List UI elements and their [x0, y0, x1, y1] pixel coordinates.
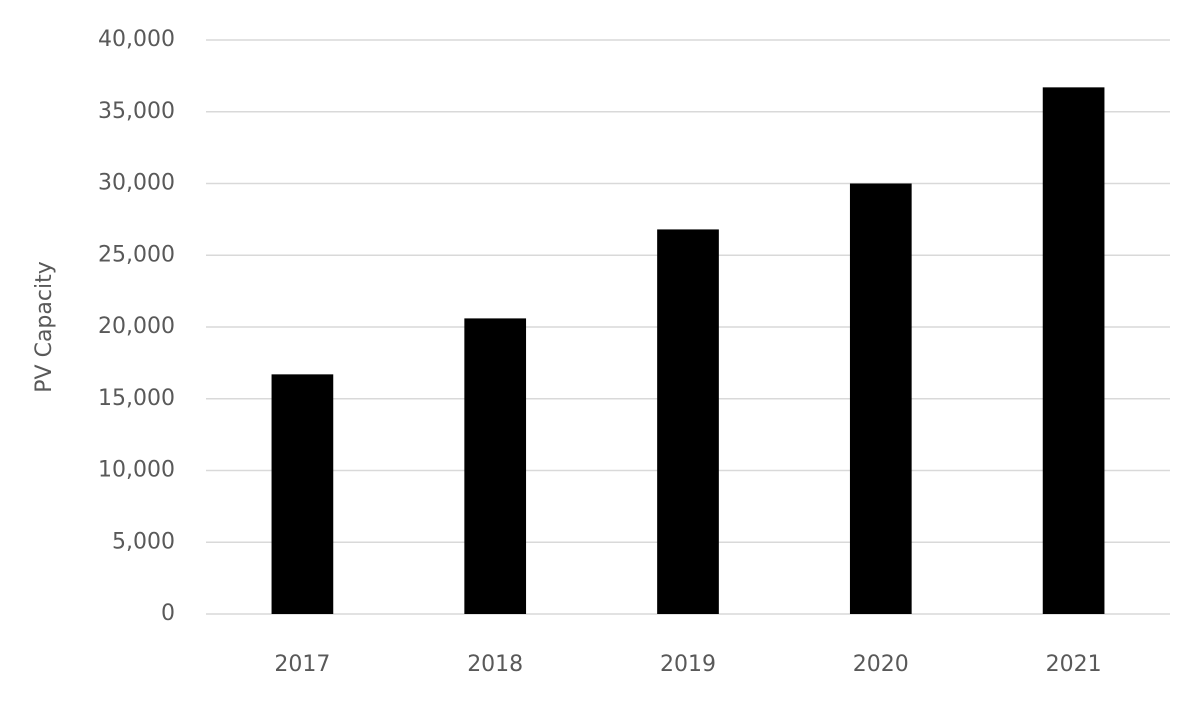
y-axis-label: PV Capacity [32, 261, 57, 392]
y-tick-label: 0 [161, 601, 175, 626]
y-tick-label: 30,000 [98, 171, 175, 196]
y-tick-label: 20,000 [98, 314, 175, 339]
bar [1042, 87, 1105, 615]
y-tick-label: 40,000 [98, 27, 175, 52]
bar [464, 318, 527, 614]
bar [849, 183, 912, 614]
x-tick-label: 2017 [274, 652, 330, 677]
bar [657, 229, 719, 615]
y-tick-label: 5,000 [112, 529, 175, 554]
x-tick-label: 2020 [853, 652, 909, 677]
y-tick-label: 35,000 [98, 99, 175, 124]
y-tick-label: 25,000 [98, 242, 175, 267]
x-tick-label: 2018 [467, 652, 523, 677]
y-tick-label: 10,000 [98, 458, 175, 483]
x-tick-label: 2019 [660, 652, 716, 677]
y-tick-label: 15,000 [98, 386, 175, 411]
x-tick-label: 2021 [1046, 652, 1102, 677]
bar [271, 374, 334, 614]
